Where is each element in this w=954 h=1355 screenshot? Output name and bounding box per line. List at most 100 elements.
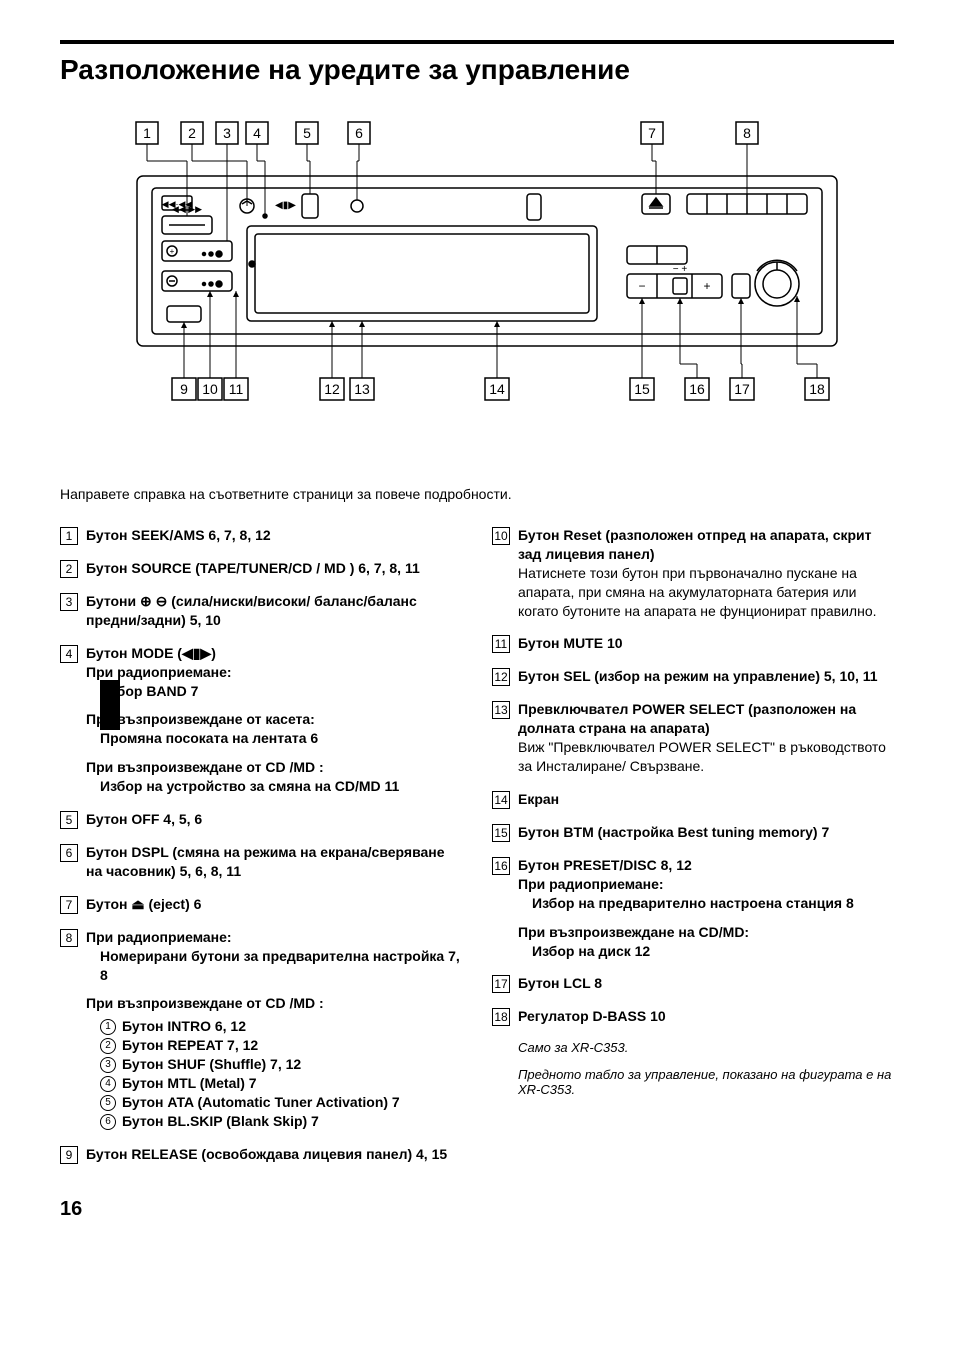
item-body: Регулатор D-BASS 10 [518,1007,894,1026]
svg-text:2: 2 [188,125,196,141]
legend-item-18: 18 Регулатор D-BASS 10 [492,1007,894,1026]
circle-number: 1 [100,1019,116,1035]
item-body: Бутон MODE (◀▮▶)При радиоприемане:Избор … [86,644,462,796]
top-rule [60,40,894,44]
legend-item-3: 3 Бутони ⊕ ⊖ (сила/ниски/високи/ баланс/б… [60,592,462,630]
subitem-text: Бутон SHUF (Shuffle) 7, 12 [122,1055,301,1074]
item-body: Бутон DSPL (смяна на режима на екрана/св… [86,843,462,881]
item-body: Бутон MUTE 10 [518,634,894,653]
svg-text:4: 4 [253,125,261,141]
page-title: Разположение на уредите за управление [60,54,894,86]
item-number: 9 [60,1146,78,1164]
svg-text:12: 12 [324,381,340,397]
svg-text:6: 6 [355,125,363,141]
circle-number: 5 [100,1095,116,1111]
item-body: При радиоприемане:Номерирани бутони за п… [86,928,462,1131]
item-body: Бутон LCL 8 [518,974,894,993]
item-number: 10 [492,527,510,545]
legend-item-12: 12 Бутон SEL (избор на режим на управлени… [492,667,894,686]
svg-text:3: 3 [223,125,231,141]
legend-item-5: 5 Бутон OFF 4, 5, 6 [60,810,462,829]
svg-text:15: 15 [634,381,650,397]
item-number: 12 [492,668,510,686]
legend-columns: 1 Бутон SEEK/AMS 6, 7, 8, 12 2 Бутон SOURCE… [60,526,894,1178]
legend-item-17: 17 Бутон LCL 8 [492,974,894,993]
item-number: 5 [60,811,78,829]
footnote: Само за XR-C353. [518,1040,894,1055]
item-body: Бутони ⊕ ⊖ (сила/ниски/високи/ баланс/ба… [86,592,462,630]
subitem-text: Бутон MTL (Metal) 7 [122,1074,257,1093]
subitem: 1 Бутон INTRO 6, 12 [100,1017,462,1036]
subitem: 5 Бутон ATA (Automatic Tuner Activation) … [100,1093,462,1112]
legend-item-14: 14 Екран [492,790,894,809]
svg-text:17: 17 [734,381,750,397]
legend-item-13: 13Превключвател POWER SELECT (разположен… [492,700,894,776]
item-number: 8 [60,929,78,947]
svg-text:18: 18 [809,381,825,397]
subitem-text: Бутон BL.SKIP (Blank Skip) 7 [122,1112,319,1131]
item-number: 15 [492,824,510,842]
subitem-text: Бутон ATA (Automatic Tuner Activation) 7 [122,1093,400,1112]
item-number: 17 [492,975,510,993]
circle-number: 4 [100,1076,116,1092]
item-number: 11 [492,635,510,653]
item-body: Бутон BTM (настройка Best tuning memory)… [518,823,894,842]
item-number: 2 [60,560,78,578]
svg-text:1: 1 [143,125,151,141]
svg-text:10: 10 [202,381,218,397]
footnote: Предното табло за управление, показано н… [518,1067,894,1097]
svg-text:+: + [703,279,710,293]
subitem: 3 Бутон SHUF (Shuffle) 7, 12 [100,1055,462,1074]
svg-text:16: 16 [689,381,705,397]
subitem: 2 Бутон REPEAT 7, 12 [100,1036,462,1055]
item-number: 14 [492,791,510,809]
svg-text:11: 11 [229,381,244,397]
legend-item-9: 9 Бутон RELEASE (освобождава лицевия пане… [60,1145,462,1164]
svg-text:7: 7 [648,125,656,141]
item-number: 18 [492,1008,510,1026]
svg-text:13: 13 [354,381,370,397]
item-number: 7 [60,896,78,914]
side-tab [100,680,120,730]
legend-item-11: 11 Бутон MUTE 10 [492,634,894,653]
page-number: 16 [60,1198,894,1221]
circle-number: 6 [100,1114,116,1130]
legend-item-15: 15 Бутон BTM (настройка Best tuning memor… [492,823,894,842]
legend-item-4: 4Бутон MODE (◀▮▶)При радиоприемане:Избор… [60,644,462,796]
svg-text:9: 9 [180,381,188,397]
subitem: 6 Бутон BL.SKIP (Blank Skip) 7 [100,1112,462,1131]
item-body: Бутон SOURCE (TAPE/TUNER/CD / MD ) 6, 7,… [86,559,462,578]
item-number: 6 [60,844,78,862]
item-body: Екран [518,790,894,809]
item-body: Бутон OFF 4, 5, 6 [86,810,462,829]
subitem: 4 Бутон MTL (Metal) 7 [100,1074,462,1093]
legend-item-7: 7 Бутон ⏏ (eject) 6 [60,895,462,914]
circle-number: 3 [100,1057,116,1073]
item-number: 1 [60,527,78,545]
item-body: Бутон RELEASE (освобождава лицевия панел… [86,1145,462,1164]
left-column: 1 Бутон SEEK/AMS 6, 7, 8, 12 2 Бутон SOURCE… [60,526,462,1178]
subitem-text: Бутон REPEAT 7, 12 [122,1036,258,1055]
item-body: Бутон Reset (разположен отпред на апарат… [518,526,894,620]
item-number: 13 [492,701,510,719]
intro-text: Направете справка на съответните страниц… [60,486,894,502]
svg-text:◀▮▶: ◀▮▶ [275,200,296,211]
legend-item-16: 16Бутон PRESET/DISC 8, 12При радиоприема… [492,856,894,960]
legend-item-2: 2 Бутон SOURCE (TAPE/TUNER/CD / MD ) 6, 7… [60,559,462,578]
circle-number: 2 [100,1038,116,1054]
item-body: Бутон PRESET/DISC 8, 12При радиоприемане… [518,856,894,960]
svg-text:5: 5 [303,125,311,141]
svg-text:8: 8 [743,125,751,141]
svg-text:−: − [638,279,645,293]
item-body: Бутон SEL (избор на режим на управление)… [518,667,894,686]
device-diagram: 12345678 ◀◀ ▶▶ + ◀◀·◀◀ ◀▮▶ [97,116,857,426]
item-body: Бутон SEEK/AMS 6, 7, 8, 12 [86,526,462,545]
legend-item-10: 10 Бутон Reset (разположен отпред на апар… [492,526,894,620]
subitem-text: Бутон INTRO 6, 12 [122,1017,246,1036]
item-number: 3 [60,593,78,611]
right-column: 10 Бутон Reset (разположен отпред на апар… [492,526,894,1178]
svg-text:14: 14 [489,381,505,397]
item-body: Бутон ⏏ (eject) 6 [86,895,462,914]
svg-text:◀◀·◀◀: ◀◀·◀◀ [162,199,193,209]
legend-item-6: 6 Бутон DSPL (смяна на режима на екрана/с… [60,843,462,881]
